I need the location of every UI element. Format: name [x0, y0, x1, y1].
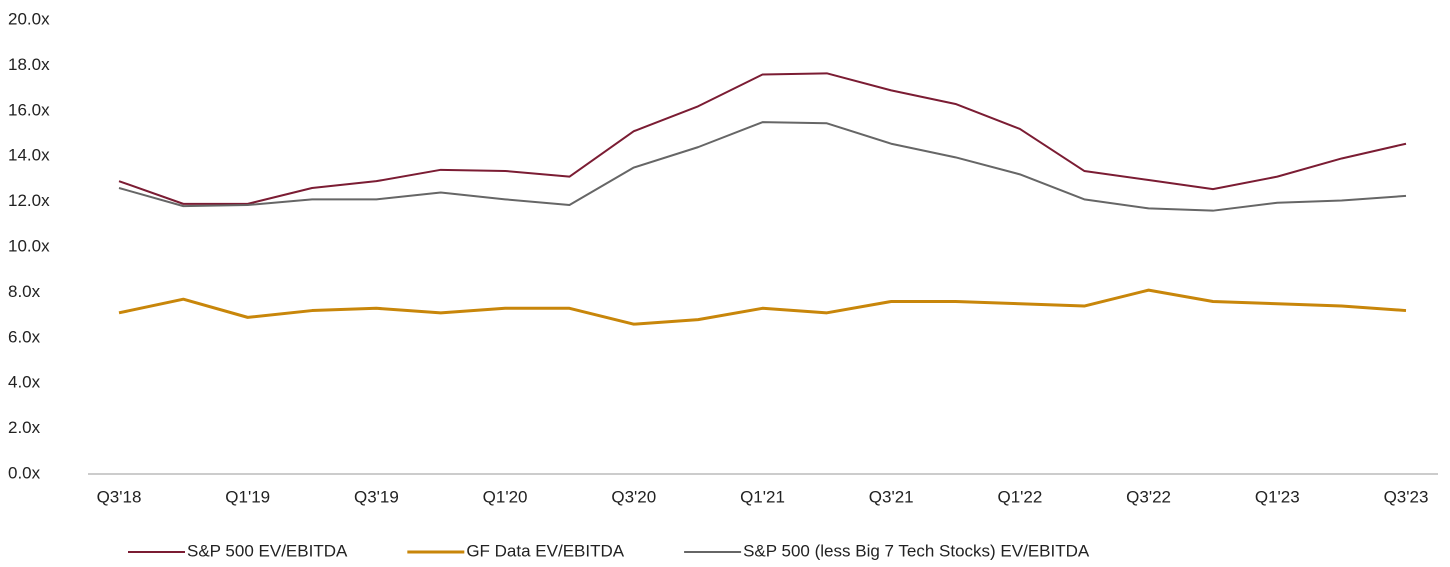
y-tick-label: 10.0x — [8, 236, 50, 255]
x-tick-label: Q3'21 — [869, 487, 914, 506]
y-tick-label: 8.0x — [8, 282, 41, 301]
x-tick-label: Q1'19 — [225, 487, 270, 506]
x-tick-label: Q1'22 — [997, 487, 1042, 506]
x-tick-label: Q3'19 — [354, 487, 399, 506]
legend-label: S&P 500 EV/EBITDA — [187, 541, 348, 560]
y-tick-label: 0.0x — [8, 463, 41, 482]
x-tick-label: Q1'21 — [740, 487, 785, 506]
y-tick-label: 20.0x — [8, 9, 50, 28]
x-tick-label: Q3'23 — [1384, 487, 1429, 506]
x-tick-label: Q1'23 — [1255, 487, 1300, 506]
y-tick-label: 14.0x — [8, 146, 50, 165]
series-line — [118, 288, 1407, 326]
legend-label: GF Data EV/EBITDA — [466, 541, 624, 560]
y-tick-label: 18.0x — [8, 55, 50, 74]
x-tick-label: Q3'20 — [611, 487, 656, 506]
y-tick-label: 2.0x — [8, 418, 41, 437]
y-tick-label: 6.0x — [8, 327, 41, 346]
x-tick-label: Q1'20 — [483, 487, 528, 506]
legend-label: S&P 500 (less Big 7 Tech Stocks) EV/EBIT… — [743, 541, 1090, 560]
x-tick-label: Q3'18 — [97, 487, 142, 506]
series-line — [118, 72, 1407, 205]
y-tick-label: 4.0x — [8, 373, 41, 392]
x-tick-label: Q3'22 — [1126, 487, 1171, 506]
y-tick-label: 16.0x — [8, 100, 50, 119]
series-line — [118, 121, 1407, 212]
y-tick-label: 12.0x — [8, 191, 50, 210]
